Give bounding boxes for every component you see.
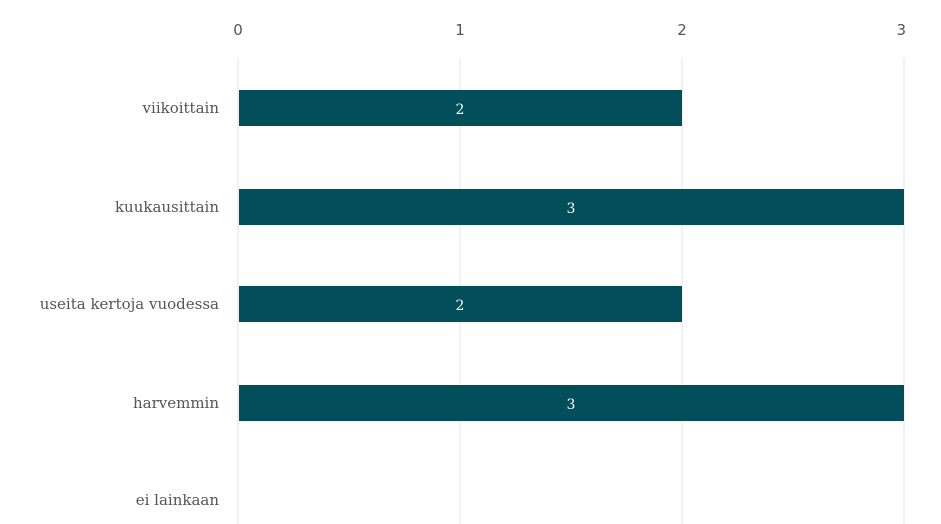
- x-tick-label: 0: [233, 21, 243, 39]
- bar-value-label: 2: [456, 298, 465, 314]
- category-label: useita kertoja vuodessa: [40, 295, 219, 313]
- category-label: harvemmin: [133, 394, 219, 412]
- x-tick-label: 1: [455, 21, 465, 39]
- category-label: ei lainkaan: [136, 491, 220, 509]
- category-labels: viikoittain kuukausittain useita kertoja v…: [40, 99, 220, 509]
- bar-value-label: 3: [567, 397, 576, 413]
- bar-2: [239, 286, 682, 322]
- bar-1: [239, 189, 904, 225]
- x-tick-label: 2: [677, 21, 687, 39]
- bars: 2 3 2 3: [239, 90, 904, 421]
- bar-0: [239, 90, 682, 126]
- bar-3: [239, 385, 904, 421]
- bar-value-label: 2: [456, 102, 465, 118]
- bar-value-label: 3: [567, 201, 576, 217]
- category-label: kuukausittain: [115, 198, 219, 216]
- x-tick-label: 3: [896, 21, 906, 39]
- x-axis-ticks: 0 1 2 3: [233, 21, 906, 39]
- category-label: viikoittain: [142, 99, 220, 117]
